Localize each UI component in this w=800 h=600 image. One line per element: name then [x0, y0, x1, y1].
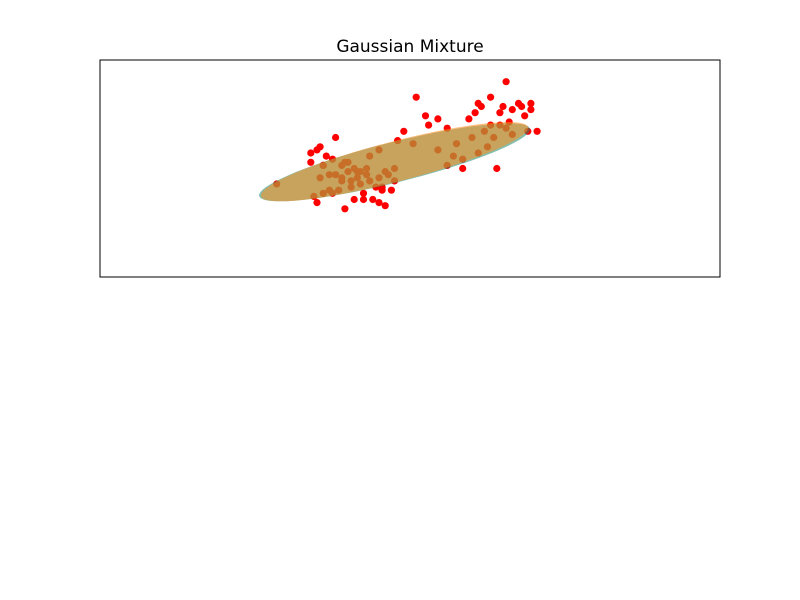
data-point — [527, 106, 535, 114]
data-point — [521, 112, 529, 120]
data-point — [378, 186, 386, 194]
data-point — [332, 133, 340, 142]
data-point — [359, 195, 368, 204]
data-point — [533, 127, 541, 135]
data-point — [307, 149, 315, 157]
axes-frame — [99, 59, 721, 278]
data-point — [369, 195, 377, 204]
data-point — [307, 158, 315, 166]
data-point — [313, 146, 321, 154]
data-point — [381, 202, 389, 210]
data-point — [459, 164, 467, 173]
data-point — [477, 102, 485, 111]
plot-area — [99, 59, 721, 278]
data-point — [359, 189, 368, 197]
data-point — [412, 93, 420, 101]
data-point — [400, 127, 408, 135]
data-point — [527, 99, 535, 107]
data-point — [350, 195, 358, 204]
data-point — [421, 112, 430, 120]
chart-title: Gaussian Mixture — [336, 37, 483, 57]
data-point — [425, 121, 433, 129]
data-point — [387, 186, 395, 194]
data-point — [487, 93, 495, 101]
data-point — [518, 102, 526, 111]
data-point — [499, 102, 507, 111]
data-point — [502, 78, 510, 86]
data-point — [375, 199, 383, 207]
data-point — [313, 199, 321, 207]
data-point — [471, 109, 479, 117]
data-point — [434, 115, 442, 123]
data-point — [322, 152, 330, 160]
data-point — [465, 115, 473, 123]
data-point — [508, 106, 516, 114]
data-point — [496, 109, 504, 117]
gaussian-ellipses — [259, 122, 530, 202]
data-point — [341, 205, 349, 213]
data-point — [493, 164, 501, 173]
covariance-ellipse — [260, 122, 529, 202]
